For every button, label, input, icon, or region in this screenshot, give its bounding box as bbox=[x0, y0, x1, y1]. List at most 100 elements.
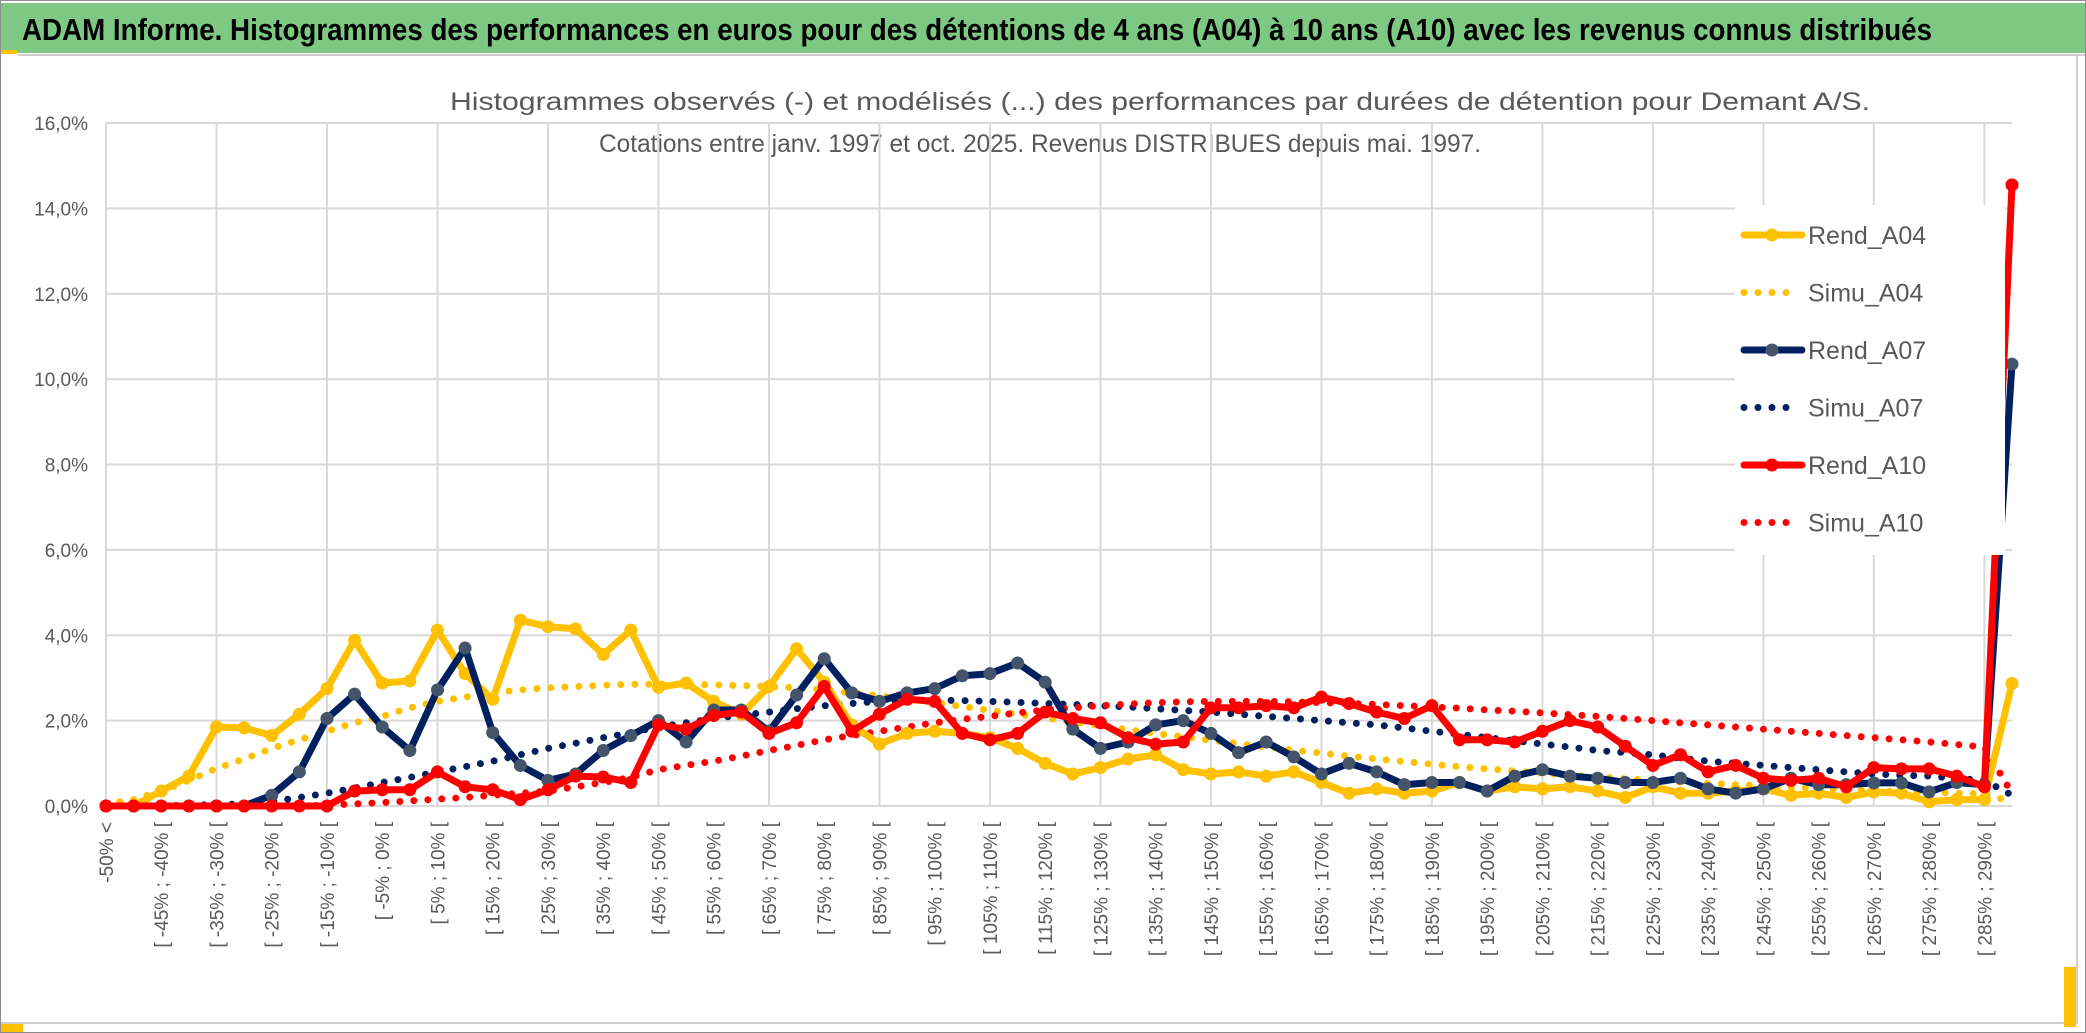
data-point bbox=[1149, 718, 1163, 732]
data-point bbox=[845, 724, 859, 738]
data-point bbox=[790, 642, 804, 656]
data-point bbox=[679, 735, 693, 749]
x-tick-label: [ 255% ; 260% [ bbox=[1810, 821, 1831, 956]
data-point bbox=[1563, 769, 1577, 783]
data-point bbox=[1342, 786, 1356, 800]
data-point bbox=[430, 765, 444, 779]
data-point bbox=[1701, 765, 1715, 779]
x-tick-label: [ 275% ; 280% [ bbox=[1920, 821, 1941, 956]
data-point bbox=[127, 799, 141, 813]
y-tick-label: 8,0% bbox=[45, 456, 88, 477]
data-point bbox=[679, 676, 693, 690]
data-point bbox=[1287, 765, 1301, 779]
legend-label: Simu_A04 bbox=[1808, 280, 1923, 308]
data-point bbox=[1370, 782, 1384, 796]
data-point bbox=[1287, 750, 1301, 764]
series-rend-a07 bbox=[99, 357, 2019, 813]
data-point bbox=[734, 705, 748, 719]
x-tick-label: [ 85% ; 90% [ bbox=[870, 821, 891, 935]
data-point bbox=[1232, 746, 1246, 760]
x-tick-label: [ -35% ; -30% [ bbox=[207, 821, 228, 947]
legend-item: Rend_A04 bbox=[1740, 222, 1926, 250]
series-rend-a10 bbox=[99, 178, 2019, 813]
data-point bbox=[1646, 776, 1660, 790]
data-point bbox=[541, 783, 555, 797]
x-tick-label: [ 15% ; 20% [ bbox=[484, 821, 505, 935]
x-tick-label: [ 135% ; 140% [ bbox=[1147, 821, 1168, 956]
data-point bbox=[375, 783, 389, 797]
series-simu-a07 bbox=[102, 696, 2016, 810]
data-point bbox=[1480, 784, 1494, 798]
x-tick-label: [ 25% ; 30% [ bbox=[539, 821, 560, 935]
selection-handle[interactable] bbox=[1, 50, 17, 54]
data-point bbox=[1950, 769, 1964, 783]
data-point bbox=[1370, 705, 1384, 719]
data-point bbox=[1066, 722, 1080, 736]
data-point bbox=[983, 667, 997, 681]
data-point bbox=[154, 784, 168, 798]
legend-marker bbox=[1765, 458, 1779, 472]
data-point bbox=[1867, 761, 1881, 775]
data-point bbox=[1591, 771, 1605, 785]
x-tick-label: [ 155% ; 160% [ bbox=[1257, 821, 1278, 956]
data-point bbox=[900, 726, 914, 740]
legend: Rend_A04 Simu_A04 Rend_A07 Simu_A07 Rend_A10… bbox=[1735, 205, 2005, 555]
data-point bbox=[1121, 731, 1135, 745]
data-point bbox=[1259, 735, 1273, 749]
data-point bbox=[679, 722, 693, 736]
chart-title-line1: Histogrammes observés (-) et modélisés (… bbox=[450, 88, 1870, 116]
data-point bbox=[928, 682, 942, 696]
data-point bbox=[1839, 780, 1853, 794]
data-point bbox=[1066, 711, 1080, 725]
series-simu-a10 bbox=[102, 697, 2016, 810]
data-point bbox=[292, 707, 306, 721]
data-point bbox=[624, 623, 638, 637]
data-point bbox=[292, 799, 306, 813]
selection-handle[interactable] bbox=[2064, 967, 2076, 1027]
data-point bbox=[1563, 714, 1577, 728]
data-point bbox=[1121, 752, 1135, 766]
data-point bbox=[596, 744, 610, 758]
data-point bbox=[872, 707, 886, 721]
data-point bbox=[2005, 676, 2019, 690]
data-point bbox=[292, 765, 306, 779]
data-point bbox=[1977, 780, 1991, 794]
x-tick-label: [ 125% ; 130% [ bbox=[1091, 821, 1112, 956]
y-axis: 0,0% 2,0% 4,0% 6,0% 8,0% 10,0% 12,0% 14,0% 16,0% bbox=[34, 114, 88, 818]
data-point bbox=[1895, 762, 1909, 776]
data-point bbox=[651, 718, 665, 732]
data-point bbox=[1729, 758, 1743, 772]
legend-item: Simu_A10 bbox=[1740, 510, 1923, 538]
data-point bbox=[458, 780, 472, 794]
data-point bbox=[1839, 790, 1853, 804]
data-point bbox=[1038, 705, 1052, 719]
data-point bbox=[1011, 656, 1025, 670]
gridlines bbox=[105, 122, 2012, 807]
data-point bbox=[1204, 701, 1218, 715]
data-point bbox=[1895, 776, 1909, 790]
data-point bbox=[845, 686, 859, 700]
data-point bbox=[1508, 735, 1522, 749]
data-point bbox=[1259, 769, 1273, 783]
legend-item: Simu_A04 bbox=[1740, 280, 1923, 308]
selection-handle[interactable] bbox=[1, 1024, 23, 1032]
data-point bbox=[1259, 699, 1273, 713]
data-point bbox=[762, 679, 776, 693]
data-point bbox=[1950, 793, 1964, 807]
data-point bbox=[2005, 178, 2019, 192]
data-point bbox=[320, 799, 334, 813]
data-point bbox=[541, 773, 555, 787]
data-point bbox=[1204, 767, 1218, 781]
data-point bbox=[928, 694, 942, 708]
data-point bbox=[1701, 782, 1715, 796]
data-point bbox=[1563, 780, 1577, 794]
data-point bbox=[569, 769, 583, 783]
data-point bbox=[1756, 782, 1770, 796]
data-point bbox=[1867, 785, 1881, 799]
x-tick-label: [ 235% ; 240% [ bbox=[1699, 821, 1720, 956]
data-point bbox=[1425, 699, 1439, 713]
y-tick-label: 16,0% bbox=[34, 114, 88, 135]
data-point bbox=[872, 694, 886, 708]
data-point bbox=[1397, 711, 1411, 725]
x-tick-label: [ 75% ; 80% [ bbox=[815, 821, 836, 935]
